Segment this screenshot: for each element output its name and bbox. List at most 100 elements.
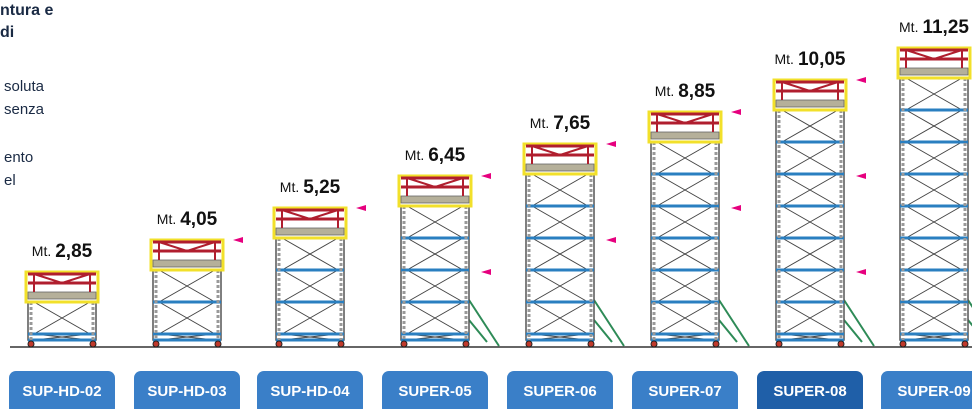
height-label: Mt. 4,05 [157,209,218,230]
level-marker [856,173,866,179]
brace [905,269,963,303]
brace [905,205,963,239]
outrigger [593,299,625,347]
level-marker [606,141,616,147]
height-label: Mt. 2,85 [32,241,93,262]
brace [531,205,589,239]
tower [896,46,972,348]
brace [905,77,963,111]
height-label: Mt. 11,25 [899,17,969,38]
brace [781,109,839,143]
top-frame [272,206,348,240]
guardrail [33,273,91,292]
guardrail [656,113,714,132]
guardrail [905,49,963,68]
top-frame [647,110,723,144]
model-button[interactable] [134,371,240,409]
level-marker [856,269,866,275]
level-marker [731,205,741,211]
model-button[interactable] [757,371,863,409]
level-marker [731,109,741,115]
brace [781,237,839,271]
guardrail [406,177,464,196]
outrigger [468,299,500,347]
wheel [152,340,160,348]
model-button[interactable] [881,371,972,409]
height-value: 2,85 [55,241,92,262]
top-frame [772,78,848,112]
height-value: 10,05 [798,49,846,70]
height-unit: Mt. [899,19,918,35]
height-label: Mt. 8,85 [655,81,716,102]
brace [406,237,464,271]
model-label: SUPER-09 [897,383,970,400]
tower [149,237,243,348]
brace [33,301,91,335]
tower [24,270,100,348]
deck [899,67,969,76]
deck [27,291,97,300]
brace [531,173,589,207]
intro-title: ntura e [0,2,53,19]
height-unit: Mt. [775,51,794,67]
height-value: 4,05 [180,209,217,230]
height-value: 11,25 [922,17,969,38]
deck [650,131,720,140]
wheel [214,340,222,348]
frame [400,205,470,341]
model-label: SUPER-05 [398,383,471,400]
outrigger [967,299,972,327]
guardrail [781,81,839,100]
intro-text: soluta [4,78,45,95]
level-marker [481,269,491,275]
intro-title: di [0,24,14,41]
model-button[interactable] [382,371,488,409]
height-value: 5,25 [303,177,340,198]
brace [781,205,839,239]
model-button[interactable] [257,371,363,409]
top-frame [24,270,100,304]
wheel [899,340,907,348]
frame [275,237,345,341]
guardrail [531,145,589,164]
height-unit: Mt. [32,243,51,259]
top-frame [397,174,473,208]
model-label: SUP-HD-02 [22,383,101,400]
brace [656,269,714,303]
brace [531,237,589,271]
brace [281,237,339,271]
model-button[interactable] [507,371,613,409]
brace [406,301,464,335]
wheel [27,340,35,348]
tower [522,141,625,348]
brace [531,269,589,303]
model-button[interactable] [9,371,115,409]
intro-text: ento [4,149,33,166]
deck [275,227,345,236]
brace [531,301,589,335]
brace [905,173,963,207]
brace [406,269,464,303]
wheel [587,340,595,348]
brace [656,141,714,175]
height-label: Mt. 7,65 [530,113,591,134]
level-marker [356,205,366,211]
brace [281,301,339,335]
height-value: 7,65 [553,113,590,134]
deck [152,259,222,268]
wheel [89,340,97,348]
tower [772,77,875,348]
model-button[interactable] [632,371,738,409]
tower [397,173,500,348]
height-label: Mt. 10,05 [775,49,846,70]
level-marker [481,173,491,179]
wheel [775,340,783,348]
brace [781,173,839,207]
deck [775,99,845,108]
height-unit: Mt. [157,211,176,227]
brace [781,301,839,335]
wheel [961,340,969,348]
height-value: 8,85 [678,81,715,102]
model-label: SUP-HD-03 [147,383,226,400]
